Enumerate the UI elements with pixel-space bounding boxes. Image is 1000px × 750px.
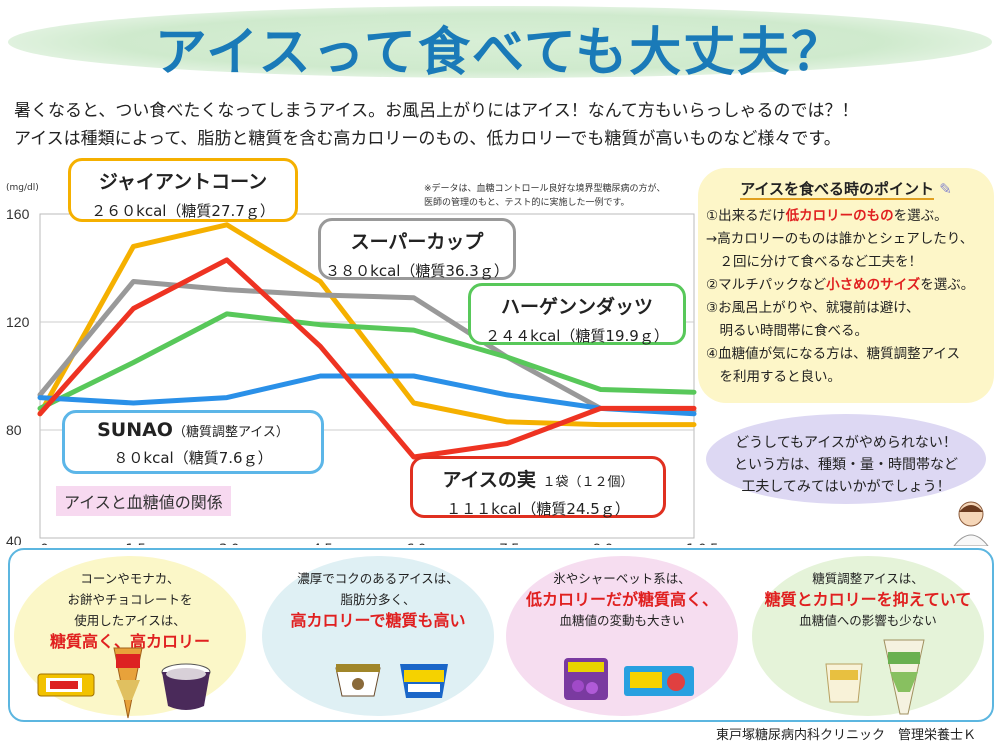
x-tick-label: 75 [499, 542, 523, 545]
card-text: 血糖値への影響も少ない [799, 613, 937, 628]
page-title: アイスって食べても大丈夫？ [154, 23, 846, 83]
series-info: ８０kcal（糖質7.6ｇ） [113, 449, 273, 467]
series-info: ３８０kcal（糖質36.3ｇ） [325, 262, 509, 280]
series-name: ハーゲンンダッツ [500, 296, 653, 318]
series-box-ice-no-mi: アイスの実 １袋（１２個） １１１kcal（糖質24.5ｇ） [410, 456, 666, 518]
ice-type-card: 糖質調整アイスは、糖質とカロリーを抑えていて血糖値への影響も少ない [752, 556, 984, 716]
tip-text: ①出来るだけ [706, 208, 786, 224]
card-text: 氷やシャーベット系は、 [553, 571, 691, 586]
series-box-super-cup: スーパーカップ ３８０kcal（糖質36.3ｇ） [318, 218, 516, 280]
footer-credit: 東戸塚糖尿病内科クリニック 管理栄養士Ｋ [715, 728, 976, 743]
tip-text: ④血糖値が気になる方は、糖質調整アイス [706, 346, 961, 362]
series-line [37, 257, 697, 460]
tip-text: を選ぶ。 [893, 208, 948, 224]
super-cup-ice-icon [400, 664, 448, 698]
x-tick-label: 60 [406, 542, 430, 545]
sunao-cone-icon [883, 639, 925, 715]
tips-heading: アイスを食べる時のポイント [740, 180, 934, 200]
series-suffix: １袋（１２個） [542, 475, 634, 490]
ice-type-card: 氷やシャーベット系は、低カロリーだが糖質高く、血糖値の変動も大きい [506, 556, 738, 716]
card-text: コーンやモナカ、 [80, 571, 180, 586]
series-info: ２４４kcal（糖質19.9ｇ） [485, 327, 669, 345]
y-tick-label: 120 [6, 314, 30, 330]
intro-line-1: 暑くなると、つい食べたくなってしまうアイス。お風呂上がりにはアイス！なんて方もい… [14, 101, 859, 121]
tip-line: ④血糖値が気になる方は、糖質調整アイス [706, 343, 986, 366]
premium-cup-ice-icon [335, 664, 381, 697]
card-text: お餅やチョコレートを [67, 592, 193, 607]
series-name: ジャイアントコーン [98, 171, 268, 193]
dietitian-avatar-icon [953, 501, 989, 546]
card-highlight: 糖質高く、高カロリー [49, 632, 210, 651]
tip-line: →高カロリーのものは誰かとシェアしたり、 [706, 228, 986, 251]
card-text: 脂肪分多く、 [340, 592, 416, 607]
tip-text: ②マルチパックなど [706, 277, 827, 293]
chart-title-label: アイスと血糖値の関係 [56, 486, 231, 516]
popsicle-ice-icon [624, 666, 694, 696]
y-axis-unit: (mg/dl) [6, 183, 39, 193]
tip-text: →高カロリーのものは誰かとシェアしたり、 [706, 231, 974, 247]
tip-line: 明るい時間帯に食べる。 [706, 320, 986, 343]
monaka-ice-icon [37, 673, 95, 697]
chart-note: ※データは、血糖コントロール良好な境界型糖尿病の方が、 医師の管理のもと、テスト… [424, 182, 665, 210]
y-tick-label: 160 [6, 206, 30, 222]
chart-note-line: ※データは、血糖コントロール良好な境界型糖尿病の方が、 [424, 184, 666, 194]
tip-emphasis: 低カロリーのもの [785, 208, 894, 224]
tip-text: を利用すると良い。 [706, 369, 841, 385]
speech-line: という方は、種類・量・時間帯など [734, 457, 958, 473]
intro-line-2: アイスは種類によって、脂肪と糖質を含む高カロリーのもの、低カロリーでも糖質が高い… [14, 129, 841, 149]
x-tick-label: 45 [312, 542, 336, 545]
tips-panel: アイスを食べる時のポイント ✎ ①出来るだけ低カロリーのものを選ぶ。 →高カロリー… [698, 168, 994, 403]
pencil-icon: ✎ [939, 180, 952, 198]
chart-note-line: 医師の管理のもと、テスト的に実施した一例です。 [424, 198, 630, 208]
y-tick-label: 80 [6, 422, 22, 438]
tip-text: 明るい時間帯に食べる。 [706, 323, 868, 339]
series-name: SUNAO [97, 419, 173, 441]
ice-types-section [8, 548, 994, 722]
tip-emphasis: 小さめのサイズ [826, 277, 921, 293]
series-box-sunao: SUNAO（糖質調整アイス） ８０kcal（糖質7.6ｇ） [62, 410, 324, 474]
ice-no-mi-icon [564, 658, 608, 700]
card-text: 血糖値の変動も大きい [559, 613, 685, 628]
speech-line: 工夫してみてはいかがでしょう！ [741, 479, 951, 495]
card-highlight: 低カロリーだが糖質高く、 [525, 590, 718, 609]
series-box-haagen-dazs: ハーゲンンダッツ ２４４kcal（糖質19.9ｇ） [468, 283, 686, 345]
tip-line: ①出来るだけ低カロリーのものを選ぶ。 [706, 205, 986, 228]
card-text: 糖質調整アイスは、 [812, 571, 924, 586]
cup-ice-icon [161, 663, 211, 710]
x-tick-label: 0 [40, 542, 52, 545]
series-info: ２６０kcal（糖質27.7ｇ） [91, 202, 275, 220]
speech-line: どうしてもアイスがやめられない！ [735, 435, 957, 451]
card-highlight: 糖質とカロリーを抑えていて [764, 590, 972, 609]
series-box-giant-corn: ジャイアントコーン ２６０kcal（糖質27.7ｇ） [68, 158, 298, 222]
tip-line: を利用すると良い。 [706, 366, 986, 389]
x-tick-label: 15 [125, 542, 149, 545]
sunao-cup-icon [825, 663, 863, 703]
x-tick-label: 30 [219, 542, 243, 545]
series-suffix: （糖質調整アイス） [172, 425, 289, 440]
ice-type-card: 濃厚でコクのあるアイスは、 脂肪分多く、高カロリーで糖質も高い [262, 556, 494, 716]
y-tick-label: 40 [6, 533, 22, 545]
series-line [37, 373, 697, 417]
tip-text: ③お風呂上がりや、就寝前は避け、 [706, 300, 920, 316]
card-highlight: 高カロリーで糖質も高い [290, 611, 466, 630]
speech-bubble: どうしてもアイスがやめられない！ という方は、種類・量・時間帯など 工夫してみて… [706, 414, 986, 504]
series-line [37, 279, 697, 414]
title-background [8, 6, 992, 78]
card-text: 濃厚でコクのあるアイスは、 [297, 571, 459, 586]
series-line [37, 222, 697, 428]
tip-line: ②マルチパックなど小さめのサイズを選ぶ。 [706, 274, 986, 297]
x-tick-label: 90 [593, 542, 617, 545]
series-line [37, 311, 697, 411]
card-text: 使用したアイスは、 [74, 613, 186, 628]
tip-text: を選ぶ。 [920, 277, 975, 293]
series-info: １１１kcal（糖質24.5ｇ） [446, 500, 630, 518]
tip-line: ③お風呂上がりや、就寝前は避け、 [706, 297, 986, 320]
x-tick-label: 105 [686, 542, 720, 545]
tip-line: ２回に分けて食べるなど工夫を！ [706, 251, 986, 274]
cone-ice-icon [113, 647, 143, 719]
series-name: アイスの実 [442, 469, 536, 491]
series-name: スーパーカップ [350, 231, 484, 253]
tip-text: ２回に分けて食べるなど工夫を！ [706, 254, 922, 270]
